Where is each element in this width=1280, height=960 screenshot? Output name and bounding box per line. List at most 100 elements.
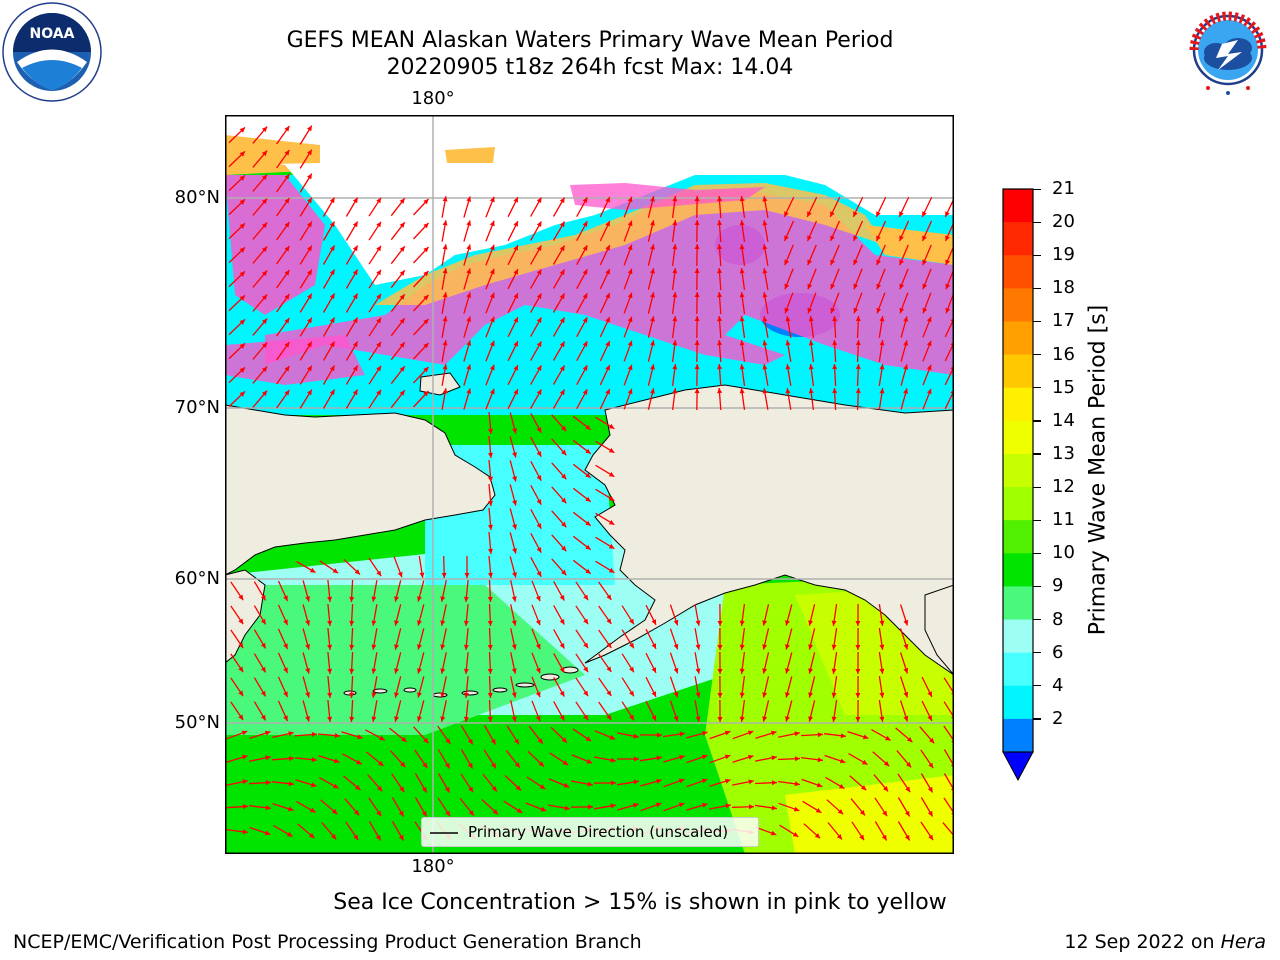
wave-arrow-head — [859, 834, 865, 841]
wave-arrow-head — [423, 271, 429, 277]
wave-arrow-head — [605, 221, 610, 227]
wave-arrow-head — [650, 244, 655, 250]
wave-arrow-head — [466, 244, 472, 250]
colorbar-band — [1003, 288, 1033, 322]
wave-arrow-head — [717, 316, 723, 322]
wave-arrow-head — [352, 293, 358, 300]
wave-arrow-head — [605, 293, 610, 299]
wave-arrow-shaft — [943, 797, 954, 815]
wave-arrow-head — [283, 643, 288, 649]
wave-arrow-head — [262, 390, 268, 397]
wave-arrow-head — [417, 596, 422, 602]
wave-arrow-head — [514, 762, 520, 768]
colorbar-band — [1003, 718, 1033, 753]
wave-arrow-head — [879, 716, 885, 722]
wave-arrow-head — [488, 572, 493, 578]
wave-arrow-head — [879, 364, 885, 370]
sea-ice-band — [865, 225, 954, 265]
wave-arrow-head — [582, 221, 588, 227]
wave-arrow-head — [239, 247, 245, 253]
wave-arrow-head — [466, 196, 472, 202]
wave-arrow-head — [694, 316, 700, 322]
colorbar-tick-mark — [1033, 619, 1041, 621]
lat-label-60: 60°N — [174, 568, 220, 589]
wave-arrow-head — [771, 730, 777, 736]
sea-ice-band — [225, 135, 320, 165]
wave-arrow-head — [399, 390, 405, 396]
wave-arrow-head — [334, 733, 340, 738]
wave-arrow-head — [840, 733, 846, 739]
wave-arrow-head — [239, 295, 245, 301]
wave-arrow-head — [239, 367, 245, 373]
colorbar-tick-label: 17 — [1052, 310, 1075, 332]
lat-label-70: 70°N — [174, 397, 220, 418]
wave-arrow-head — [376, 245, 381, 252]
wave-arrow-head — [376, 810, 382, 817]
wave-arrow-head — [771, 755, 777, 761]
wave-arrow-head — [672, 340, 678, 346]
wave-arrow-head — [650, 292, 655, 298]
wave-arrow-head — [561, 497, 567, 504]
wave-arrow-head — [394, 668, 399, 674]
wave-arrow-head — [309, 567, 316, 573]
wave-arrow-head — [853, 283, 859, 290]
wave-arrow-head — [561, 545, 567, 552]
wave-arrow-head — [807, 283, 813, 290]
colorbar-tick-mark — [1033, 519, 1041, 521]
wave-arrow-head — [559, 389, 565, 396]
wave-arrow-head — [466, 316, 472, 322]
wave-arrow-head — [831, 620, 837, 626]
wave-arrow-head — [885, 735, 891, 741]
wave-arrow-head — [488, 548, 493, 554]
wave-arrow-head — [466, 268, 472, 274]
wave-arrow-head — [922, 235, 927, 241]
wave-arrow-head — [808, 644, 813, 650]
wave-arrow-head — [239, 151, 245, 157]
wave-arrow-head — [650, 268, 655, 274]
colorbar-tick-label: 8 — [1052, 608, 1064, 630]
wave-arrow-head — [672, 268, 678, 274]
wave-arrow-head — [879, 620, 885, 626]
wave-arrow-head — [491, 762, 496, 769]
wave-arrow-head — [283, 715, 288, 721]
wave-arrow-head — [463, 716, 469, 722]
wave-arrow-head — [329, 293, 335, 300]
wave-arrow-head — [329, 197, 335, 204]
wave-arrow-head — [397, 571, 403, 578]
wave-arrow-head — [466, 364, 472, 370]
wave-arrow-head — [739, 644, 745, 650]
wave-arrow-head — [444, 786, 450, 793]
wave-arrow-head — [855, 340, 861, 346]
wave-arrow-head — [327, 668, 333, 674]
wave-arrow-head — [260, 618, 266, 625]
wave-arrow-head — [561, 521, 567, 528]
wave-arrow-head — [536, 245, 542, 251]
wave-arrow-head — [419, 572, 425, 578]
wave-arrow-head — [262, 126, 268, 133]
wave-arrow-head — [305, 716, 310, 722]
wave-arrow-head — [284, 294, 290, 300]
wave-arrow-head — [399, 246, 405, 252]
wave-arrow-head — [423, 319, 429, 325]
wave-arrow-head — [511, 716, 517, 722]
lon-label-top: 180° — [411, 88, 455, 109]
wave-arrow-head — [539, 784, 546, 789]
wave-arrow-head — [694, 244, 700, 250]
wave-arrow-head — [903, 619, 909, 626]
wave-arrow-head — [260, 714, 266, 721]
wave-arrow-head — [466, 388, 472, 394]
colorbar-tick-label: 15 — [1052, 376, 1075, 398]
wave-arrow-head — [899, 259, 904, 266]
wave-arrow-head — [308, 833, 315, 839]
wave-arrow-head — [771, 780, 777, 786]
wave-arrow-head — [673, 715, 679, 722]
wave-arrow-head — [376, 317, 381, 324]
wave-arrow-head — [562, 760, 569, 766]
colorbar-tick-label: 21 — [1052, 178, 1075, 199]
wave-arrow-head — [656, 779, 662, 784]
wave-arrow-head — [487, 644, 493, 650]
sea-ice-band — [225, 175, 325, 315]
wave-arrow-head — [260, 642, 266, 649]
wave-arrow-head — [679, 731, 685, 737]
wave-arrow-head — [650, 196, 655, 202]
